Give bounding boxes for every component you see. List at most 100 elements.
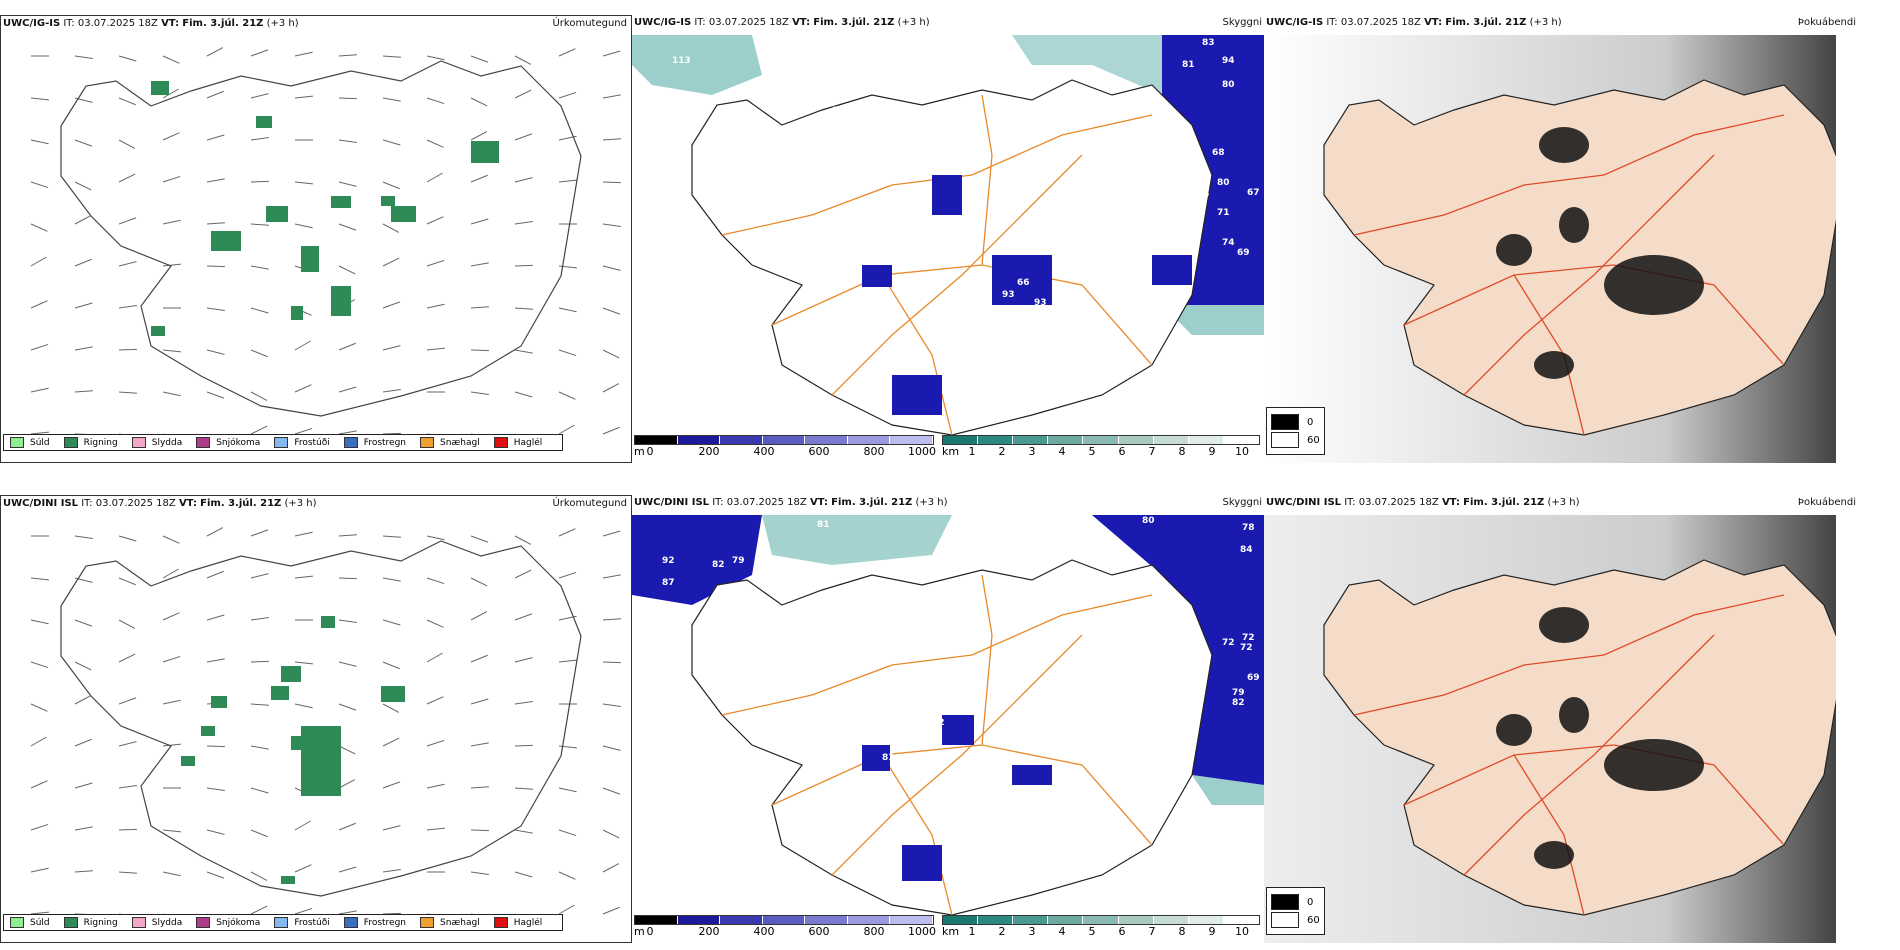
tick: 200 bbox=[698, 925, 720, 938]
wind-barb bbox=[470, 218, 489, 225]
wind-barb bbox=[514, 391, 533, 398]
cloud-base-label: 72 bbox=[1222, 638, 1235, 648]
wind-barb bbox=[470, 535, 489, 543]
panel-title: UWC/IG-IS IT: 03.07.2025 18Z VT: Fim. 3.… bbox=[634, 17, 930, 28]
legend-swatch bbox=[420, 437, 435, 448]
wind-barb bbox=[118, 653, 136, 663]
wind-barb bbox=[602, 829, 620, 839]
wind-barb bbox=[382, 619, 401, 626]
cloud-base-label: 93 bbox=[1002, 290, 1015, 300]
wind-barb bbox=[294, 427, 313, 435]
cloud-base-label: 93 bbox=[1034, 298, 1047, 308]
wind-barb bbox=[470, 829, 490, 832]
cloud-base-label: 69 bbox=[1247, 673, 1260, 683]
wind-barb bbox=[30, 780, 48, 789]
wind-barb bbox=[514, 535, 532, 545]
wind-barb bbox=[338, 223, 357, 231]
wind-barb bbox=[162, 699, 181, 705]
wind-barb bbox=[162, 391, 181, 397]
cloud-base-label: 71 bbox=[1217, 208, 1230, 218]
wind-barb bbox=[162, 132, 180, 141]
wind-barb bbox=[118, 784, 137, 789]
wind-barb bbox=[206, 134, 225, 141]
wind-barb bbox=[558, 829, 577, 837]
cloud-base-label: 66 bbox=[1017, 278, 1030, 288]
cloud-base-label: 72 bbox=[1240, 643, 1253, 653]
height-unit: m bbox=[634, 445, 645, 458]
wind-barb bbox=[206, 391, 225, 399]
panel-cloud-row2: UWC/DINI ISL IT: 03.07.2025 18Z VT: Fim.… bbox=[632, 495, 1264, 943]
wind-barb bbox=[470, 742, 489, 747]
wind-barb bbox=[338, 430, 357, 435]
wind-barb bbox=[250, 829, 268, 838]
wind-barb bbox=[250, 703, 269, 706]
wind-barb bbox=[162, 655, 181, 663]
precip-rain-areas bbox=[151, 81, 499, 336]
map-fog bbox=[1264, 35, 1836, 463]
wind-barb bbox=[558, 571, 577, 579]
tick: 0 bbox=[646, 925, 654, 938]
tick: 10 bbox=[1235, 925, 1249, 938]
precip-legend: Súld Rigning Slydda Snjókoma Frostúði Fr… bbox=[3, 434, 564, 451]
wind-barb bbox=[338, 386, 357, 393]
wind-barb bbox=[514, 657, 533, 663]
wind-barb bbox=[30, 181, 49, 189]
legend-swatch bbox=[131, 437, 146, 448]
wind-barb bbox=[74, 139, 93, 147]
wind-barb bbox=[30, 736, 47, 747]
wind-barb bbox=[558, 659, 577, 663]
wind-barb bbox=[470, 786, 489, 789]
wind-barb bbox=[74, 535, 93, 540]
wind-barb bbox=[338, 97, 358, 100]
wind-barb bbox=[514, 89, 532, 99]
wind-barb bbox=[426, 139, 444, 148]
cloud-base-label: 113 bbox=[672, 56, 691, 66]
wind-barb bbox=[470, 698, 489, 705]
panel-title: UWC/DINI ISL IT: 03.07.2025 18Z VT: Fim.… bbox=[634, 497, 948, 508]
wind-barb bbox=[294, 864, 312, 873]
wind-barb bbox=[162, 55, 180, 64]
wind-barb bbox=[250, 745, 269, 750]
panel-name: Skyggni bbox=[1222, 497, 1262, 508]
wind-barb bbox=[470, 97, 488, 107]
legend-item: Súld bbox=[10, 917, 50, 928]
tick: 4 bbox=[1058, 445, 1066, 458]
cloud-base-label: 82 bbox=[712, 560, 725, 570]
wind-barb bbox=[30, 139, 49, 145]
legend-item: Snæhagl bbox=[420, 437, 480, 448]
wind-barb bbox=[118, 697, 137, 705]
legend-swatch bbox=[196, 917, 211, 928]
legend-swatch bbox=[63, 917, 78, 928]
wind-barb bbox=[118, 97, 136, 106]
wind-barb bbox=[338, 54, 357, 57]
tick: 1000 bbox=[908, 925, 936, 938]
wind-barb bbox=[558, 787, 577, 793]
wind-barb bbox=[118, 871, 137, 874]
wind-barb bbox=[338, 265, 356, 275]
wind-barb bbox=[74, 258, 92, 267]
wind-barb bbox=[426, 216, 444, 225]
cloud-base-label: 83 bbox=[1202, 38, 1215, 48]
wind-barb bbox=[514, 133, 533, 141]
height-colorbar: m 0 200 400 600 800 1000 bbox=[634, 915, 936, 939]
wind-barb bbox=[206, 222, 225, 225]
wind-barb bbox=[382, 737, 400, 747]
tick: 400 bbox=[753, 925, 775, 938]
wind-barb bbox=[558, 745, 577, 749]
wind-barb bbox=[382, 388, 401, 393]
tick: 4 bbox=[1058, 925, 1066, 938]
fog-legend: 0 60 bbox=[1266, 887, 1325, 935]
legend-swatch bbox=[10, 437, 24, 448]
tick: 3 bbox=[1028, 925, 1036, 938]
wind-barb bbox=[470, 871, 489, 876]
wind-barb bbox=[206, 527, 224, 537]
wind-barb bbox=[602, 863, 620, 873]
legend-swatch bbox=[131, 917, 146, 928]
wind-barb bbox=[30, 619, 49, 625]
wind-barb bbox=[294, 51, 313, 57]
legend-item: Frostúði bbox=[274, 437, 330, 448]
legend-item: Slydda bbox=[131, 437, 182, 448]
wind-barb bbox=[514, 787, 533, 790]
km-colorbar-bar bbox=[942, 435, 1260, 445]
